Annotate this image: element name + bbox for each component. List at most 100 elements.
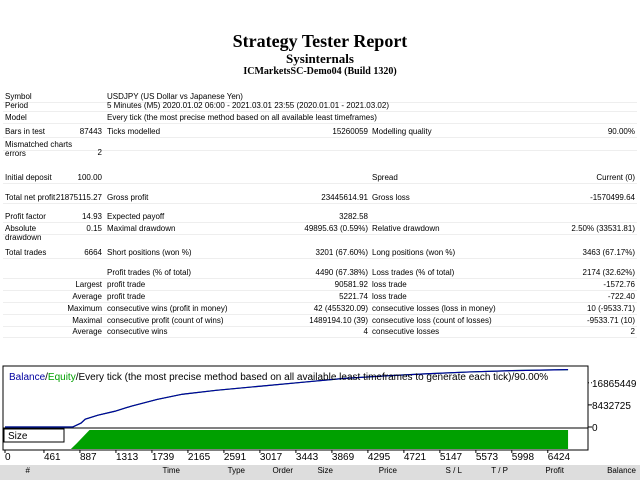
column-header: T / P [491,466,508,475]
row-label: consecutive losses (loss in money) [372,304,496,313]
column-header: # [25,466,30,475]
row-separator [3,203,637,204]
x-tick-label: 3869 [332,452,355,463]
row-value: 3463 (67.17%) [582,248,635,257]
column-header: S / L [445,466,462,475]
column-header: Balance [607,466,636,475]
column-header: Price [378,466,397,475]
x-tick-label: 1313 [116,452,139,463]
row-value: 100.00 [77,173,102,182]
row-label: Loss trades (% of total) [372,268,455,277]
row-label: consecutive wins [107,327,168,336]
model-note: Every tick (the most precise method base… [79,372,512,383]
legend-clip [589,366,591,386]
column-header: Size [317,466,333,475]
x-tick-label: 5147 [440,452,463,463]
x-tick-label: 4295 [368,452,391,463]
row-label: profit trade [107,280,146,289]
row-label: Maximal drawdown [107,224,176,233]
x-tick-label: 0 [5,452,11,463]
row-label: Mismatched charts errors [5,140,73,158]
row-label: Expected payoff [107,212,165,221]
row-separator [3,326,637,327]
balance-chart: 0 8432725 16865449 0 461 887 1313 1739 2165 2591 3… [2,365,637,463]
row-separator [3,150,637,151]
row-value: Maximal [72,316,102,325]
row-value: 14.93 [81,212,102,221]
row-value: Current (0) [596,173,635,182]
row-separator [3,314,637,315]
row-label: Profit trades (% of total) [107,268,192,277]
x-tick-label: 3017 [260,452,283,463]
row-separator [3,337,637,338]
row-label: consecutive profit (count of wins) [107,316,224,325]
column-header: Time [162,466,180,475]
row-value: -1572.76 [603,280,635,289]
row-value: Average [72,292,102,301]
row-label: Model [5,113,27,122]
column-header: Type [227,466,245,475]
trades-header [0,465,640,480]
x-tick-label: 5998 [512,452,535,463]
x-tick-label: 6424 [548,452,571,463]
row-label: Spread [372,173,398,182]
server-name: ICMarketsSC-Demo04 (Build 1320) [243,66,397,77]
row-value: 49895.63 (0.59%) [304,224,368,233]
row-separator [3,102,637,103]
legend-entry: Equity [48,372,76,383]
y-tick-label: 0 [592,423,598,434]
row-label: Total trades [5,248,47,257]
row-value: 2 [97,148,102,157]
row-separator [3,302,637,303]
row-separator [3,278,637,279]
row-value: USDJPY (US Dollar vs Japanese Yen) [107,92,243,101]
row-label: Short positions (won %) [107,248,192,257]
row-label: Profit factor [5,212,46,221]
row-value: Maximum [67,304,102,313]
x-tick-label: 2165 [188,452,211,463]
series-line [5,369,569,428]
row-value: 3282.58 [339,212,368,221]
row-label: Symbol [5,92,32,101]
row-label: consecutive wins (profit in money) [107,304,228,313]
row-value: 4490 (67.38%) [315,268,368,277]
legend-entry: Balance [9,372,46,383]
row-value: 5221.74 [339,292,368,301]
row-separator [3,290,637,291]
row-value: 3201 (67.60%) [315,248,368,257]
row-value: 23445614.91 [321,193,368,202]
y-tick-label: 16865449 [592,379,637,390]
legend-separator: / [76,372,79,383]
row-label: consecutive losses [372,327,440,336]
row-label: Period [5,101,29,110]
row-label: Gross profit [107,193,149,202]
row-value: -722.40 [607,292,635,301]
row-label: loss trade [372,280,407,289]
row-label: Total net profit [5,193,56,202]
row-value: 0.15 [86,224,102,233]
row-value: 90.00% [607,127,635,136]
row-value: 2.50% (33531.81) [571,224,635,233]
y-tick-label: 8432725 [592,401,631,412]
x-tick-label: 3443 [296,452,319,463]
row-value: 2 [630,327,635,336]
row-value: 4 [363,327,368,336]
row-value: Largest [75,280,102,289]
row-label: Modelling quality [372,127,432,136]
report-subtitle: Sysinternals [286,51,354,66]
row-label: Initial deposit [5,173,52,182]
row-value: -9533.71 (10) [586,316,635,325]
column-header: Order [272,466,293,475]
row-separator [3,222,637,223]
row-value: 21875115.27 [55,193,102,202]
x-tick-label: 1739 [152,452,175,463]
row-label: Long positions (won %) [372,248,456,257]
row-label: Relative drawdown [372,224,440,233]
row-separator [3,258,637,259]
size-label: Size [8,431,28,442]
column-header: Profit [545,466,564,475]
row-label: profit trade [107,292,146,301]
report-title: Strategy Tester Report [232,31,408,51]
x-tick-label: 887 [80,452,97,463]
legend-separator: / [511,372,514,383]
